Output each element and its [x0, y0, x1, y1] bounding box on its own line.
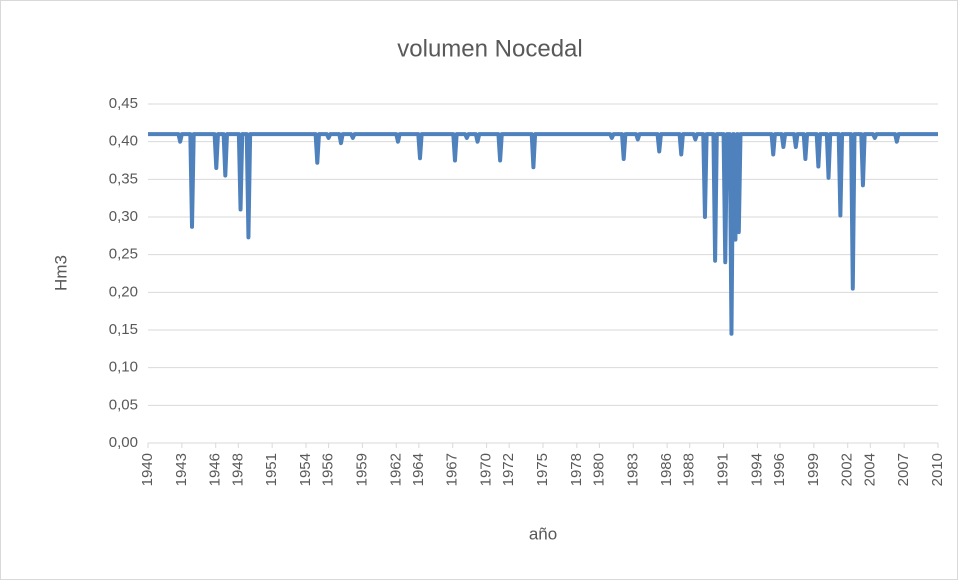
y-tick-label: 0,25 [109, 246, 138, 263]
x-tick-label: 1951 [263, 453, 280, 486]
x-tick-label: 1962 [387, 453, 404, 486]
x-tick-label: 1975 [534, 453, 551, 486]
x-tick-label: 1986 [658, 453, 675, 486]
x-tick-label: 1983 [624, 453, 641, 486]
x-tick-label: 1980 [590, 453, 607, 486]
data-line [148, 132, 938, 336]
y-tick-label: 0,15 [109, 321, 138, 338]
y-tick-label: 0,05 [109, 396, 138, 413]
chart-title: volumen Nocedal [397, 35, 582, 62]
x-tick-label: 1954 [297, 453, 314, 486]
x-tick-label: 1996 [771, 453, 788, 486]
x-tick-label: 2010 [929, 453, 946, 486]
x-tick-label: 1991 [715, 453, 732, 486]
x-tick-label: 1970 [478, 453, 495, 486]
x-tick-label: 1940 [139, 453, 156, 486]
x-tick-label: 1959 [353, 453, 370, 486]
y-tick-label: 0,20 [109, 283, 138, 300]
x-tick-label: 2004 [861, 453, 878, 486]
x-tick-label: 1967 [444, 453, 461, 486]
x-tick-label: 1988 [681, 453, 698, 486]
y-tick-label: 0,10 [109, 359, 138, 376]
x-tick-label: 1946 [207, 453, 224, 486]
y-tick-label: 0,00 [109, 434, 138, 451]
x-tick-label: 1999 [805, 453, 822, 486]
x-tick-label: 2007 [895, 453, 912, 486]
x-tick-label: 1948 [229, 453, 246, 486]
y-tick-label: 0,30 [109, 208, 138, 225]
y-tick-label: 0,45 [109, 95, 138, 112]
x-tick-label: 1943 [173, 453, 190, 486]
x-tick-label: 1956 [320, 453, 337, 486]
y-tick-label: 0,40 [109, 133, 138, 150]
x-tick-label: 1978 [568, 453, 585, 486]
x-tick-label: 2002 [839, 453, 856, 486]
y-tick-label: 0,35 [109, 170, 138, 187]
x-tick-label: 1964 [410, 453, 427, 486]
x-tick-label: 1972 [500, 453, 517, 486]
x-axis-label: año [529, 524, 557, 543]
y-axis-label: Hm3 [51, 255, 70, 291]
x-tick-label: 1994 [748, 453, 765, 486]
